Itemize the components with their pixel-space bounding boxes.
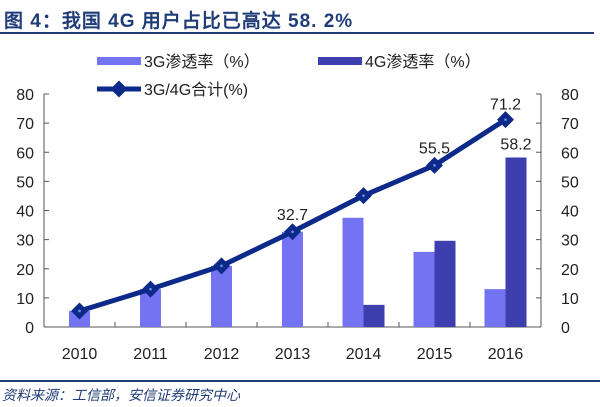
y-tick-label-right: 30	[561, 233, 579, 250]
figure-title: 图 4：我国 4G 用户占比已高达 58. 2%	[4, 11, 354, 32]
data-label: 55.5	[419, 140, 450, 157]
bar-3g	[413, 251, 435, 327]
y-tick-label-right: 20	[561, 262, 579, 279]
total-line	[71, 111, 514, 320]
bar-4g	[363, 304, 385, 327]
legend-label-total: 3G/4G合计(%)	[144, 81, 248, 99]
penetration-chart: 3G渗透率（%） 4G渗透率（%） 3G/4G合计(%) 0 10 20 30 40 50…	[16, 53, 579, 363]
data-label: 32.7	[277, 207, 308, 224]
legend-marker-total	[110, 80, 128, 98]
source-divider	[0, 380, 600, 382]
y-tick-label-left: 0	[25, 320, 34, 337]
y-tick-label-left: 60	[16, 145, 34, 162]
data-label: 71.2	[490, 97, 521, 114]
axes: 0 10 20 30 40 50 60 70 80 0 10 20 30 40 50 60 70 80 2010 20…	[16, 87, 579, 363]
total-line-marker-dot	[78, 309, 81, 313]
y-tick-label-left: 70	[16, 116, 34, 133]
total-line-marker-dot	[504, 118, 507, 121]
x-tick-label: 2014	[346, 346, 382, 363]
total-line-marker-dot	[149, 287, 152, 291]
y-tick-label-left: 40	[16, 204, 34, 221]
bar-4g	[505, 157, 527, 327]
y-tick-label-right: 0	[561, 320, 570, 337]
data-labels: 32.7 55.5 71.2 58.2	[277, 97, 532, 224]
y-tick-label-left: 50	[16, 174, 34, 191]
x-tick-label: 2012	[204, 346, 240, 363]
title-divider	[0, 32, 594, 34]
y-tick-label-left: 80	[16, 87, 34, 104]
bar-4g	[434, 240, 456, 327]
x-tick-label: 2016	[488, 346, 524, 363]
x-tick-label: 2015	[417, 346, 453, 363]
bar-3g	[140, 289, 161, 327]
bar-3g	[342, 217, 364, 327]
legend-label-3g: 3G渗透率（%）	[144, 53, 260, 71]
bar-3g	[211, 265, 232, 327]
x-tick-label: 2013	[275, 346, 311, 363]
y-tick-label-left: 10	[16, 291, 34, 308]
legend: 3G渗透率（%） 4G渗透率（%） 3G/4G合计(%)	[97, 53, 481, 99]
bar-3g	[282, 231, 303, 327]
data-label: 58.2	[500, 136, 531, 153]
y-tick-label-right: 40	[561, 204, 579, 221]
y-tick-label-right: 50	[561, 174, 579, 191]
y-tick-label-left: 30	[16, 233, 34, 250]
bars	[69, 157, 527, 327]
x-tick-label: 2011	[133, 346, 168, 363]
legend-swatch-4g	[318, 57, 362, 65]
y-tick-label-right: 80	[561, 87, 579, 104]
legend-label-4g: 4G渗透率（%）	[365, 53, 481, 71]
y-tick-label-right: 10	[561, 291, 579, 308]
source-note: 资料来源：工信部，安信证券研究中心	[2, 388, 240, 404]
total-line-marker-dot	[220, 264, 223, 268]
bar-3g	[484, 289, 506, 327]
y-tick-label-right: 60	[561, 145, 579, 162]
total-line-marker-dot	[362, 194, 365, 197]
x-tick-label: 2010	[62, 346, 98, 363]
legend-swatch-3g	[97, 57, 141, 65]
y-tick-label-right: 70	[561, 116, 579, 133]
total-line-marker-dot	[291, 230, 294, 234]
y-tick-label-left: 20	[16, 262, 34, 279]
total-line-marker-dot	[433, 164, 436, 167]
